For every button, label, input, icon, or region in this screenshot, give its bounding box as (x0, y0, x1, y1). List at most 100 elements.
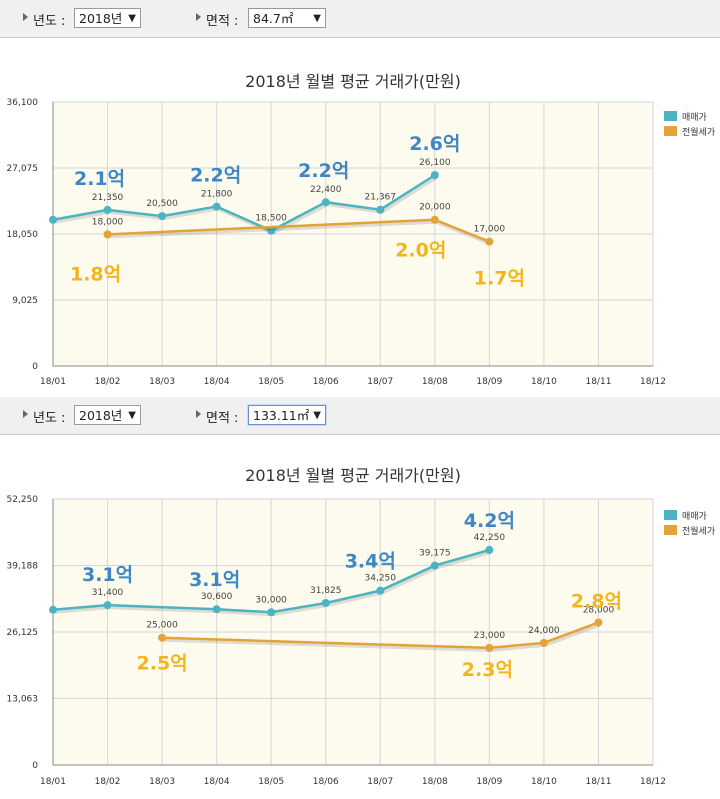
price-annotation: 3.4억 (345, 551, 396, 573)
data-point (158, 633, 167, 642)
data-point (430, 215, 439, 224)
legend-swatch (664, 525, 677, 535)
line-chart: 2018년 월별 평균 거래가(만원) 36,100 27,075 18,050 9,0… (7, 72, 716, 387)
price-annotation: 2.2억 (190, 165, 241, 187)
chart-title: 2018년 월별 평균 거래가(만원) (245, 466, 461, 485)
x-tick-label: 18/07 (367, 777, 393, 787)
y-tick-label: 18,050 (7, 230, 39, 240)
data-value-label: 31,825 (310, 586, 342, 596)
data-point (267, 608, 276, 617)
filter-bar: 년도 : 2018년 ▼ 면적 : 84.7㎡ ▼ (0, 0, 720, 38)
data-value-label: 23,000 (474, 631, 506, 641)
data-value-label: 30,600 (201, 592, 233, 602)
x-tick-label: 18/09 (476, 777, 502, 787)
y-tick-label: 13,063 (7, 695, 39, 705)
price-annotation: 3.1억 (82, 564, 133, 586)
x-tick-label: 18/05 (258, 777, 284, 787)
data-value-label: 28,000 (583, 605, 615, 615)
y-tick-label: 39,188 (7, 562, 39, 572)
data-point (321, 198, 330, 207)
y-tick-label: 9,025 (12, 296, 38, 306)
legend-label: 매매가 (682, 112, 707, 123)
area-select-value: 133.11㎡ (253, 408, 310, 423)
data-point (103, 601, 112, 610)
dropdown-caret-icon: ▼ (128, 13, 136, 24)
legend-label: 전월세가 (682, 525, 715, 537)
data-value-label: 18,000 (92, 217, 124, 227)
data-point (485, 643, 494, 652)
y-tick-label: 52,250 (7, 495, 39, 505)
legend-label: 전월세가 (682, 126, 715, 138)
x-tick-label: 18/07 (367, 377, 393, 387)
chart-panel-2: 년도 : 2018년 ▼ 면적 : 133.11㎡ ▼ 2018년 월별 평균 … (0, 397, 720, 799)
data-value-label: 18,500 (255, 214, 287, 224)
year-select-value: 2018년 (79, 11, 123, 26)
data-point (103, 230, 112, 239)
area-select-value: 84.7㎡ (253, 11, 294, 26)
data-value-label: 24,000 (528, 626, 560, 636)
data-point (321, 598, 330, 607)
x-tick-label: 18/02 (95, 777, 121, 787)
data-value-label: 31,400 (92, 588, 124, 598)
triangle-right-icon (196, 410, 201, 418)
legend-swatch (664, 111, 677, 121)
data-point (158, 212, 167, 221)
x-tick-label: 18/12 (640, 377, 666, 387)
data-value-label: 17,000 (474, 225, 506, 235)
price-annotation: 1.8억 (70, 263, 121, 285)
data-point (376, 586, 385, 595)
legend-swatch (664, 510, 677, 520)
x-tick-label: 18/06 (313, 777, 339, 787)
x-tick-label: 18/04 (204, 777, 230, 787)
x-tick-label: 18/03 (149, 377, 175, 387)
data-value-label: 26,100 (419, 158, 451, 168)
data-point (49, 605, 57, 614)
data-point (267, 226, 276, 235)
year-select[interactable]: 2018년 ▼ (74, 405, 141, 425)
data-value-label: 21,350 (92, 193, 124, 203)
x-tick-label: 18/02 (95, 377, 121, 387)
y-tick-label: 27,075 (7, 164, 39, 174)
series-line (52, 548, 490, 614)
x-tick-label: 18/11 (585, 777, 611, 787)
x-tick-label: 18/01 (40, 377, 66, 387)
price-annotation: 2.1억 (74, 168, 125, 190)
data-point (212, 605, 221, 614)
dropdown-caret-icon: ▼ (128, 410, 136, 421)
area-label: 면적 : (206, 14, 239, 29)
data-point (49, 215, 57, 224)
x-tick-label: 18/04 (204, 377, 230, 387)
dropdown-caret-icon: ▼ (313, 13, 321, 24)
year-select[interactable]: 2018년 ▼ (74, 8, 141, 28)
data-point (539, 638, 548, 647)
data-point (103, 205, 112, 214)
x-tick-label: 18/11 (585, 377, 611, 387)
area-select[interactable]: 84.7㎡ ▼ (248, 8, 326, 28)
data-value-label: 39,175 (419, 549, 451, 559)
line-chart: 2018년 월별 평균 거래가(만원) 52,250 39,188 26,125 13,… (7, 466, 716, 787)
chart-panel-1: 년도 : 2018년 ▼ 면적 : 84.7㎡ ▼ 2018년 월별 평균 거래… (0, 0, 720, 398)
data-point (430, 171, 439, 180)
x-tick-label: 18/06 (313, 377, 339, 387)
chart-title: 2018년 월별 평균 거래가(만원) (245, 72, 461, 91)
y-tick-label: 36,100 (7, 98, 39, 108)
dropdown-caret-icon: ▼ (313, 410, 321, 421)
price-annotation: 2.0억 (395, 240, 446, 262)
series-line (52, 174, 436, 233)
data-value-label: 20,000 (419, 203, 451, 213)
data-value-label: 42,250 (474, 533, 506, 543)
year-label: 년도 : (33, 14, 66, 29)
legend-swatch (664, 126, 677, 136)
x-tick-label: 18/08 (422, 377, 448, 387)
y-tick-label: 26,125 (7, 628, 39, 638)
data-value-label: 25,000 (146, 621, 178, 631)
x-tick-label: 18/01 (40, 777, 66, 787)
data-value-label: 22,400 (310, 185, 342, 195)
x-tick-label: 18/08 (422, 777, 448, 787)
area-select[interactable]: 133.11㎡ ▼ (248, 405, 326, 425)
data-point (594, 618, 603, 627)
data-point (485, 237, 494, 246)
price-annotation: 1.7억 (474, 268, 525, 290)
data-value-label: 20,500 (146, 199, 178, 209)
data-value-label: 34,250 (365, 574, 397, 584)
